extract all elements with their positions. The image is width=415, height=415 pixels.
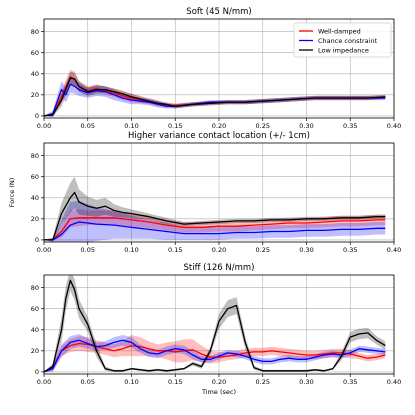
x-tick-label: 0.05 [81,378,95,386]
y-tick-label: 80 [31,152,39,160]
y-axis-label: Force (N) [8,178,16,208]
x-axis-label: Time (sec) [201,388,236,396]
y-tick-label: 20 [31,91,39,99]
y-tick-label: 60 [31,49,39,57]
x-tick-label: 0.15 [168,246,182,254]
x-tick-label: 0.30 [299,122,313,130]
x-tick-label: 0.15 [168,378,182,386]
x-tick-label: 0.40 [387,246,401,254]
x-tick-label: 0.15 [168,122,182,130]
x-tick-label: 0.35 [343,378,357,386]
chart-title: Soft (45 N/mm) [186,7,251,17]
x-tick-label: 0.20 [212,378,226,386]
x-tick-label: 0.35 [343,122,357,130]
y-tick-label: 40 [31,194,39,202]
x-tick-label: 0.10 [124,378,138,386]
band-well-damped [44,69,386,117]
plot-area [44,275,386,373]
x-tick-label: 0.10 [124,246,138,254]
y-tick-label: 0 [35,368,39,376]
y-tick-label: 0 [35,236,39,244]
x-tick-label: 0.05 [81,246,95,254]
line-low-impedance [44,77,386,117]
y-tick-label: 0 [35,112,39,120]
band-well-damped [44,335,386,372]
legend-label: Low impedance [318,46,369,54]
plot-area [44,176,386,242]
x-tick-label: 0.40 [387,122,401,130]
band-chance-constraint [44,75,386,117]
legend-label: Chance constraint [318,37,378,45]
plot-area [44,69,386,117]
y-tick-label: 80 [31,28,39,36]
x-tick-label: 0.10 [124,122,138,130]
legend-label: Well-damped [318,27,361,35]
x-tick-label: 0.25 [256,122,270,130]
band-chance-constraint [44,334,386,372]
x-tick-label: 0.00 [37,378,51,386]
y-tick-label: 40 [31,70,39,78]
x-tick-label: 0.40 [387,378,401,386]
band-chance-constraint [44,200,386,242]
x-tick-label: 0.00 [37,122,51,130]
chart-title: Stiff (126 N/mm) [184,263,255,273]
line-chance-constraint [44,221,386,241]
x-tick-label: 0.25 [256,378,270,386]
legend-box [293,22,392,58]
x-tick-label: 0.05 [81,122,95,130]
chart-panel-3: 0.00 0.05 0.10 0.15 0.20 0.25 0.30 0.35 0.40 0 20 4… [31,263,402,396]
chart-panel-2: 0.00 0.05 0.10 0.15 0.20 0.25 0.30 0.35 0.40 0 20 4… [8,131,401,254]
x-tick-label: 0.35 [343,246,357,254]
line-chance-constraint [44,339,386,373]
line-low-impedance [44,279,386,373]
y-tick-label: 80 [31,284,39,292]
chart-title: Higher variance contact location (+/- 1c… [128,131,310,141]
x-tick-label: 0.00 [37,246,51,254]
y-tick-label: 40 [31,326,39,334]
x-tick-label: 0.25 [256,246,270,254]
x-tick-label: 0.20 [212,246,226,254]
line-well-damped [44,217,386,241]
band-well-damped [44,209,386,241]
x-tick-label: 0.30 [299,246,313,254]
x-tick-label: 0.30 [299,378,313,386]
x-tick-label: 0.20 [212,122,226,130]
line-low-impedance [44,191,386,241]
y-tick-label: 20 [31,347,39,355]
chart-panel-1: 0.00 0.05 0.10 0.15 0.20 0.25 0.30 0.35 0.40 0 20 4… [31,7,402,130]
y-tick-label: 60 [31,305,39,313]
y-tick-label: 60 [31,173,39,181]
y-tick-label: 20 [31,215,39,223]
